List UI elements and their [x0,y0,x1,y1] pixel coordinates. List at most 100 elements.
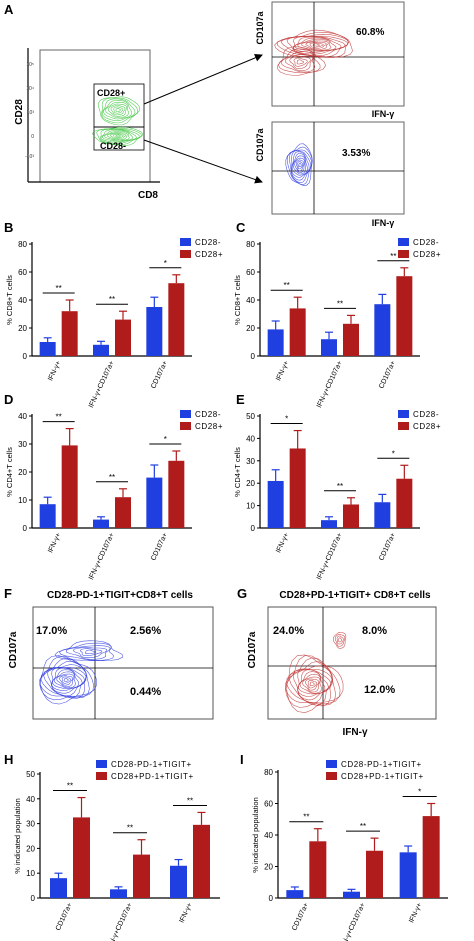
f-contour-ring [39,657,90,699]
panel-g-q-lr: 12.0% [364,684,395,696]
bar [343,891,360,898]
bar [146,477,163,528]
y-tick-label: 30 [18,440,27,449]
y-tick-label: 40 [264,831,273,840]
x-tick-label: IFN-γ+ [47,360,62,382]
panel-c-chart: C 0 20 40 60 80 % CD8+T cells ** IFN-γ+ ** IFN-γ+C… [233,220,441,409]
legend-label: CD28- [413,410,439,419]
x-tick-label: IFN-γ+ [275,532,290,554]
g-contour-ring [284,657,337,706]
green-contour-ring [103,100,133,120]
y-tick-label: 60 [18,268,27,277]
bar [343,504,359,528]
g-contour-ring [307,679,318,689]
green-contour-ring [97,96,141,126]
top-plot-y-label: CD107a [255,11,265,45]
f-contour-ring [51,666,86,694]
bar [399,852,417,898]
red-contour-population [274,29,353,76]
red-contour-ring [297,39,332,51]
legend-label: CD28-PD-1+TIGIT+ [341,760,422,769]
x-tick-label: CD107a+ [150,360,169,390]
x-tick-label: IFN-γ+ [179,902,194,924]
y-tick-label: 0 [251,524,256,533]
green-contour-ring [112,133,124,139]
panel-letter: C [236,220,246,235]
panel-i-chart: I 0 20 40 60 80 % indicated population ** CD107a… [240,752,448,941]
green-contour-ring [101,98,136,122]
f-contour-ring [43,664,88,699]
green-contour-ring [107,132,128,141]
x-tick-label: IFN-γ+CD107a+ [316,360,344,409]
y-tick-label: 20 [264,863,273,872]
red-contour-ring [280,33,350,58]
y-tick-label: 80 [264,768,273,777]
x-tick-label: CD107a+ [150,532,169,562]
panel-f-q-lr: 0.44% [130,686,161,698]
blue-contour-ring [295,159,305,172]
red-contour-ring [289,56,311,69]
panel-f-contours [39,640,123,705]
x-tick-label: CD107a+ [378,532,397,562]
panel-letter: D [4,392,13,407]
bar [93,519,109,528]
bar [366,850,383,898]
panel-g-x-label: IFN-γ [343,727,368,738]
red-contour-ring [294,37,337,52]
y-axis-label: % indicated population [13,798,22,873]
bar [61,311,78,356]
y-tick-label: 80 [18,240,27,249]
main-tick-4: 0 [31,134,34,140]
panel-g-contours [284,632,347,714]
green-contour-ring [105,101,129,119]
significance-marker: * [418,788,421,797]
bar [289,448,306,528]
y-axis-label: % CD8+T cells [5,275,14,325]
panel-g-frame [267,606,437,720]
panel-a-letter: A [4,2,14,17]
panel-letter: I [240,752,244,767]
legend-label: CD28- [195,238,221,247]
legend-swatch [398,422,409,430]
g-contour-ring [292,668,333,704]
red-contour-ring [274,29,353,58]
bar [73,817,90,898]
y-tick-label: 40 [246,296,255,305]
panel-g-title: CD28+PD-1+TIGIT+ CD8+T cells [279,590,431,601]
y-tick-label: 20 [26,844,35,853]
y-tick-label: 40 [18,296,27,305]
y-tick-label: 40 [246,434,255,443]
legend-label: CD28+ [195,422,223,431]
arrow-to-top-plot [143,53,263,105]
red-contour-ring [280,51,316,73]
y-axis-label: % CD4+T cells [5,447,14,497]
red-contour-ring [292,36,346,55]
g-contour-ring [309,681,315,687]
bar [321,520,337,528]
y-tick-label: 30 [246,457,255,466]
f-contour-ring [66,645,111,660]
g-contour-ring [286,661,333,707]
panel-g-y-label: CD107a [247,631,258,668]
red-contour-ring [293,57,308,67]
bar [170,865,187,898]
x-tick-label: IFN-γ+ [408,902,423,924]
bar [374,304,391,356]
f-contour-ring [54,640,123,661]
f-contour-ring [59,675,73,686]
panel-f-q-ur: 2.56% [130,625,161,637]
legend-label: CD28- [195,410,221,419]
significance-marker: * [164,435,167,444]
blue-contour-ring [285,143,313,186]
top-plot-frame [271,1,405,107]
significance-marker: ** [303,813,309,822]
y-tick-label: 80 [246,240,255,249]
red-contour-ring [276,31,349,58]
bar [309,841,327,898]
legend-swatch [180,422,191,430]
panel-h-chart: H 0 10 20 30 40 50 % indicated population ** CD10… [4,752,220,941]
blue-contour-ring [288,149,312,184]
f-contour-ring [72,647,108,658]
f-contour-ring [59,642,115,661]
